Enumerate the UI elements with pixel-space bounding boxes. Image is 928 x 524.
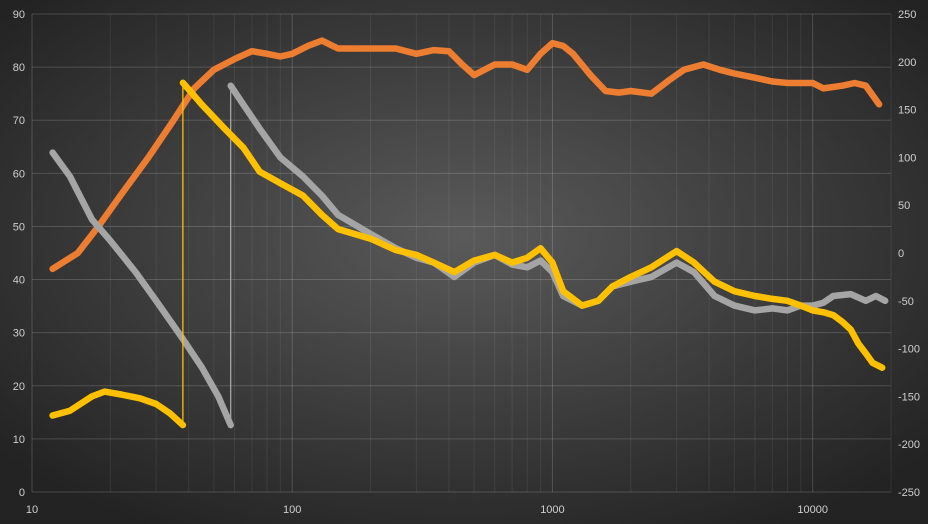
series-layer — [49, 37, 889, 429]
x-tick-label: 1000 — [540, 504, 564, 516]
series-1-line — [49, 37, 883, 273]
y-right-tick-label: 200 — [898, 57, 916, 69]
y-left-tick-label: 60 — [13, 168, 25, 180]
y-left-tick-label: 40 — [13, 275, 25, 287]
y-right-tick-label: -50 — [898, 296, 914, 308]
x-tick-label: 10 — [26, 504, 38, 516]
y-right-tick-label: 150 — [898, 105, 916, 117]
y-axis-right: -250 -200 -150 -100 -50 0 50 100 150 200 250 — [898, 9, 920, 499]
y-left-tick-label: 50 — [13, 221, 25, 233]
y-right-tick-label: -250 — [898, 487, 920, 499]
y-left-tick-label: 80 — [13, 62, 25, 74]
y-right-tick-label: 250 — [898, 9, 916, 21]
series-2-line — [49, 149, 234, 429]
x-tick-label: 100 — [283, 504, 301, 516]
series-3 — [49, 79, 886, 429]
y-right-tick-label: -100 — [898, 344, 920, 356]
y-right-tick-label: 50 — [898, 200, 910, 212]
series-3-line — [49, 388, 187, 429]
y-right-tick-label: 0 — [898, 248, 904, 260]
x-tick-label: 10000 — [797, 504, 828, 516]
y-right-tick-label: 100 — [898, 152, 916, 164]
x-axis: 10 100 1000 10000 — [26, 504, 828, 516]
y-right-tick-label: -150 — [898, 391, 920, 403]
y-axis-left: 0 10 20 30 40 50 60 70 80 90 — [13, 9, 25, 499]
y-left-tick-label: 10 — [13, 434, 25, 446]
y-right-tick-label: -200 — [898, 439, 920, 451]
y-left-tick-label: 70 — [13, 115, 25, 127]
y-left-tick-label: 30 — [13, 328, 25, 340]
series-1 — [49, 37, 883, 273]
series-3-line — [179, 79, 886, 371]
y-left-tick-label: 90 — [13, 9, 25, 21]
y-left-tick-label: 20 — [13, 381, 25, 393]
y-left-tick-label: 0 — [19, 487, 25, 499]
